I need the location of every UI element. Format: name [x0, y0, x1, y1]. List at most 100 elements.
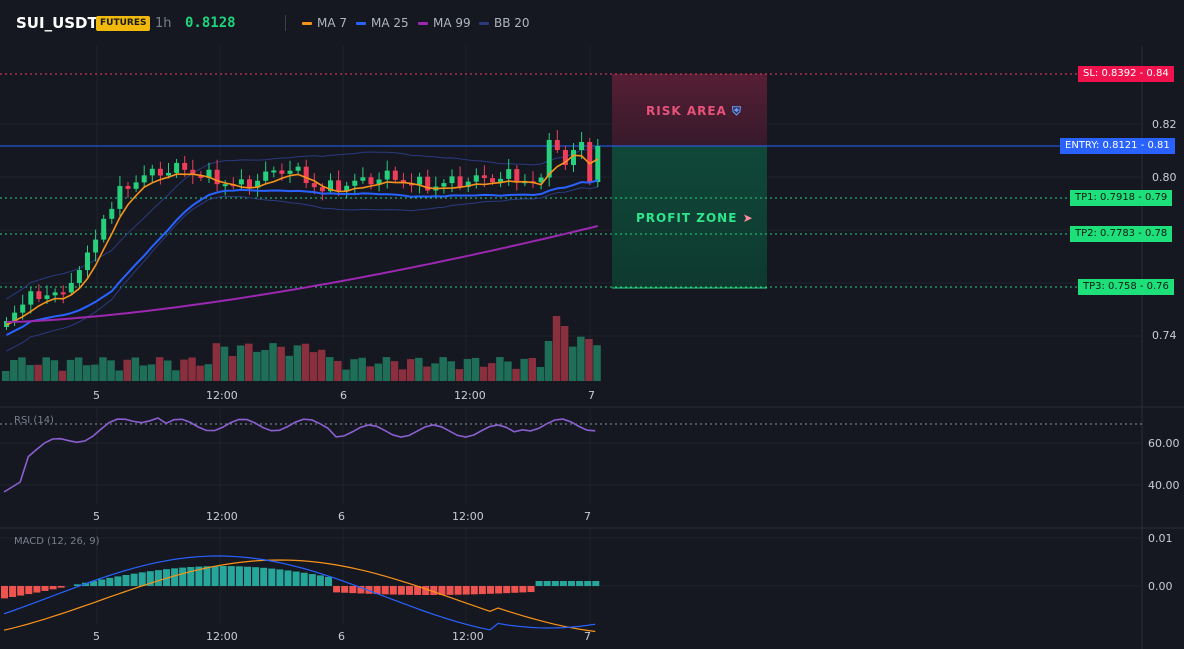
legend-ma7[interactable]: MA 7	[302, 16, 347, 30]
sl-price-tag[interactable]: SL: 0.8392 - 0.84	[1078, 66, 1174, 82]
macd-histogram-bar	[535, 581, 543, 586]
time-axis-label: 12:00	[206, 630, 238, 643]
candle-body	[490, 178, 495, 183]
volume-bar	[91, 364, 99, 381]
macd-histogram-bar	[446, 586, 454, 595]
candle-body	[465, 181, 471, 187]
bollinger-bands	[6, 146, 598, 352]
risk-area-text: RISK AREA	[646, 104, 727, 118]
macd-histogram-bar	[357, 586, 365, 594]
macd-histogram-bar	[73, 584, 81, 586]
candle-body	[60, 292, 66, 295]
timeframe-label[interactable]: 1h	[155, 16, 172, 31]
macd-histogram-bar	[187, 567, 195, 586]
ma99-swatch-icon	[418, 21, 428, 25]
volume-bar	[471, 357, 480, 381]
volume-bar	[439, 357, 447, 381]
macd-histogram-bar	[235, 566, 243, 586]
candle-body	[4, 321, 9, 327]
macd-axis-label: 0.01	[1148, 532, 1173, 545]
rsi-label[interactable]: RSI (14)	[14, 415, 54, 426]
volume-bar	[577, 336, 585, 381]
macd-histogram-bar	[195, 566, 203, 586]
volume-bar	[447, 361, 455, 381]
price-axis-label: 0.82	[1152, 118, 1177, 131]
candle-body	[368, 177, 374, 185]
macd-histogram-bar	[98, 579, 106, 586]
candle-body	[12, 312, 18, 321]
macd-histogram-bar	[17, 586, 25, 596]
candle-body	[457, 176, 463, 187]
legend-bb20[interactable]: BB 20	[479, 16, 530, 30]
candle-body	[85, 252, 90, 271]
tp3-price-tag[interactable]: TP3: 0.758 - 0.76	[1078, 279, 1174, 295]
ma25-line	[6, 179, 599, 336]
candle-body	[352, 180, 358, 186]
rsi-line	[3, 417, 596, 493]
candle-body	[76, 270, 82, 283]
macd-histogram-bar	[268, 568, 276, 586]
volume-bar	[261, 349, 269, 381]
volume-bar	[301, 343, 310, 381]
candlesticks	[4, 130, 601, 330]
time-axis-label: 5	[93, 510, 100, 523]
candle-body	[498, 178, 504, 183]
ma99-line	[6, 225, 599, 323]
volume-bar	[544, 340, 553, 381]
tp2-price-tag[interactable]: TP2: 0.7783 - 0.78	[1070, 226, 1173, 242]
candle-body	[319, 187, 325, 192]
candle-body	[279, 170, 285, 174]
volume-bar	[269, 343, 277, 381]
legend-ma99[interactable]: MA 99	[418, 16, 471, 30]
volume-bar	[34, 364, 42, 381]
macd-histogram-bar	[171, 568, 179, 586]
candle-body	[222, 184, 228, 187]
candle-body	[441, 183, 447, 187]
volume-bar	[528, 358, 536, 381]
macd-axis-label: 0.00	[1148, 580, 1173, 593]
ma7-line	[6, 154, 599, 326]
legend-ma25-label: MA 25	[371, 16, 409, 30]
macd-histogram-bar	[576, 581, 584, 586]
bb-lower-line	[6, 186, 598, 352]
volume-bar	[342, 369, 350, 381]
volume-bar	[285, 355, 293, 381]
volume-bar	[293, 345, 302, 381]
candle-body	[44, 295, 50, 300]
time-axis-label: 12:00	[454, 389, 486, 402]
macd-histogram-bar	[487, 586, 494, 594]
volume-bar	[382, 357, 391, 381]
volume-bar	[139, 365, 148, 381]
macd-label[interactable]: MACD (12, 26, 9)	[14, 536, 100, 547]
symbol-name[interactable]: SUI_USDT	[16, 14, 98, 32]
candle-body	[117, 186, 123, 209]
volume-bar	[488, 363, 496, 381]
legend-ma25[interactable]: MA 25	[356, 16, 409, 30]
macd-histogram-bar	[365, 586, 373, 594]
macd-histogram-bar	[519, 586, 527, 593]
volume-bar	[415, 357, 423, 381]
candle-body	[571, 150, 576, 165]
risk-area-label: RISK AREA ⛨	[646, 104, 742, 119]
volume-bar	[74, 357, 83, 381]
macd-histogram-bar	[543, 581, 551, 586]
tp1-price-tag[interactable]: TP1: 0.7918 - 0.79	[1070, 190, 1173, 206]
macd-histogram-bar	[381, 586, 389, 595]
candle-body	[101, 218, 107, 240]
candle-body	[538, 177, 544, 183]
volume-bar	[164, 360, 172, 381]
bb20-swatch-icon	[479, 21, 489, 25]
volume-bar	[172, 370, 180, 381]
candle-body	[425, 176, 431, 191]
candle-body	[376, 179, 382, 185]
macd-histogram-bar	[527, 586, 535, 593]
candle-body	[190, 169, 196, 176]
candle-body	[449, 176, 455, 184]
macd-indicator	[1, 555, 600, 633]
bb-upper-line	[6, 146, 598, 300]
candle-body	[166, 172, 171, 176]
volume-bar	[2, 371, 10, 381]
entry-price-tag[interactable]: ENTRY: 0.8121 - 0.81	[1060, 138, 1175, 154]
volume-bar	[107, 360, 115, 381]
